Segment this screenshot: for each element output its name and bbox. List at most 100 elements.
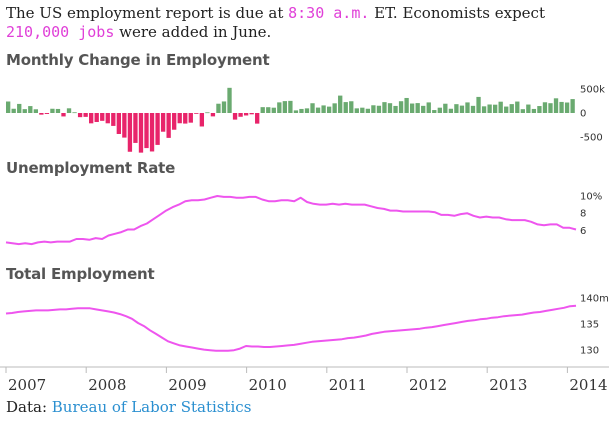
- source-line: Data: Bureau of Labor Statistics: [6, 398, 251, 416]
- bar-month-17: [100, 113, 105, 121]
- employment-ytick-2: 130: [580, 346, 599, 357]
- bar-month-32: [183, 113, 188, 124]
- x-tick-label-7: 2014: [569, 376, 607, 394]
- bar-month-16: [94, 113, 99, 122]
- unemployment-ytick-2: 6: [580, 226, 586, 237]
- unemployment-rate-title: Unemployment Rate: [6, 159, 176, 177]
- intro-part1: The US employment report is due at: [6, 4, 289, 22]
- bar-month-69: [387, 103, 393, 113]
- source-link[interactable]: Bureau of Labor Statistics: [51, 398, 252, 416]
- bar-month-39: [221, 101, 227, 113]
- bar-month-12: [72, 112, 77, 114]
- bar-month-5: [33, 109, 38, 113]
- bar-month-83: [465, 102, 470, 113]
- x-tick-label-3: 2010: [249, 376, 287, 394]
- bar-month-6: [39, 113, 44, 115]
- x-tick-label-2: 2009: [168, 376, 206, 394]
- bar-month-27: [155, 113, 160, 145]
- bar-month-37: [210, 113, 216, 117]
- bar-month-67: [376, 105, 382, 113]
- unemployment-rate-line: [5, 195, 577, 246]
- total-employment-title: Total Employment: [6, 265, 155, 283]
- bar-month-43: [243, 113, 249, 116]
- bar-month-84: [470, 105, 476, 113]
- employment-ytick-0: 140m: [580, 293, 609, 304]
- bar-month-2: [17, 103, 22, 113]
- bar-month-1: [11, 108, 16, 113]
- bar-month-23: [133, 113, 138, 143]
- bar-month-66: [371, 105, 376, 113]
- bar-month-60: [338, 95, 343, 113]
- bar-month-50: [282, 101, 288, 113]
- bar-month-13: [77, 113, 83, 118]
- bar-month-46: [260, 107, 265, 113]
- bar-month-64: [360, 107, 365, 113]
- bar-month-97: [542, 102, 548, 113]
- bar-month-44: [249, 113, 254, 115]
- bar-month-8: [50, 108, 55, 113]
- bar-month-25: [144, 113, 149, 149]
- total-employment-line: [5, 304, 577, 352]
- bar-month-22: [127, 113, 133, 152]
- bar-month-75: [421, 105, 426, 113]
- bar-month-63: [354, 108, 359, 113]
- bar-month-61: [343, 102, 348, 113]
- bar-month-10: [61, 113, 66, 117]
- bar-month-59: [332, 103, 337, 113]
- bar-month-70: [393, 105, 398, 113]
- bar-month-35: [199, 113, 205, 127]
- monthly-ytick-0: 500k: [580, 84, 605, 95]
- bar-month-51: [288, 100, 293, 113]
- bar-month-11: [66, 108, 72, 113]
- bar-month-48: [271, 107, 276, 113]
- bar-month-52: [293, 110, 299, 113]
- bar-month-45: [255, 113, 260, 124]
- bar-month-74: [415, 103, 420, 113]
- bar-month-53: [299, 108, 304, 113]
- bar-month-86: [481, 106, 487, 113]
- bar-month-89: [498, 101, 503, 113]
- bar-month-57: [321, 105, 326, 113]
- monthly-change-title: Monthly Change in Employment: [6, 51, 270, 69]
- bar-month-41: [232, 113, 238, 120]
- employment-ytick-1: 135: [580, 320, 599, 331]
- bar-month-42: [238, 113, 243, 117]
- bar-month-7: [44, 113, 50, 114]
- bar-month-65: [365, 108, 371, 113]
- bar-month-4: [28, 106, 33, 113]
- bar-month-30: [172, 113, 177, 130]
- bar-month-96: [537, 106, 542, 113]
- x-tick-label-6: 2013: [489, 376, 527, 394]
- unemployment-ytick-1: 8: [580, 209, 586, 220]
- report-time: 8:30 a.m.: [288, 4, 370, 22]
- bar-month-62: [349, 101, 354, 113]
- bar-month-58: [326, 106, 332, 113]
- bar-month-40: [227, 87, 232, 113]
- bar-month-36: [205, 112, 210, 114]
- bar-month-102: [570, 99, 575, 113]
- bar-month-0: [6, 101, 11, 113]
- bar-month-92: [515, 101, 520, 113]
- bar-month-100: [559, 101, 564, 113]
- bar-month-82: [459, 105, 465, 113]
- bar-month-80: [448, 108, 454, 113]
- x-tick-label-4: 2011: [329, 376, 367, 394]
- bar-month-54: [304, 108, 310, 113]
- monthly-ytick-2: -500: [580, 133, 603, 144]
- bar-month-71: [398, 101, 404, 113]
- x-tick-label-0: 2007: [8, 376, 46, 394]
- bar-month-55: [310, 103, 315, 113]
- jobs-estimate: 210,000 jobs: [6, 23, 115, 41]
- bar-month-15: [89, 113, 94, 124]
- bar-month-3: [22, 109, 27, 113]
- intro-text: The US employment report is due at 8:30 …: [6, 4, 606, 42]
- bar-month-76: [426, 102, 431, 113]
- unemployment-ytick-0: 10%: [580, 192, 602, 203]
- bar-month-20: [116, 113, 121, 134]
- bar-month-29: [166, 113, 171, 138]
- bar-month-28: [160, 113, 166, 132]
- bar-month-85: [476, 96, 481, 113]
- x-tick-label-1: 2008: [88, 376, 126, 394]
- bar-month-90: [504, 106, 509, 113]
